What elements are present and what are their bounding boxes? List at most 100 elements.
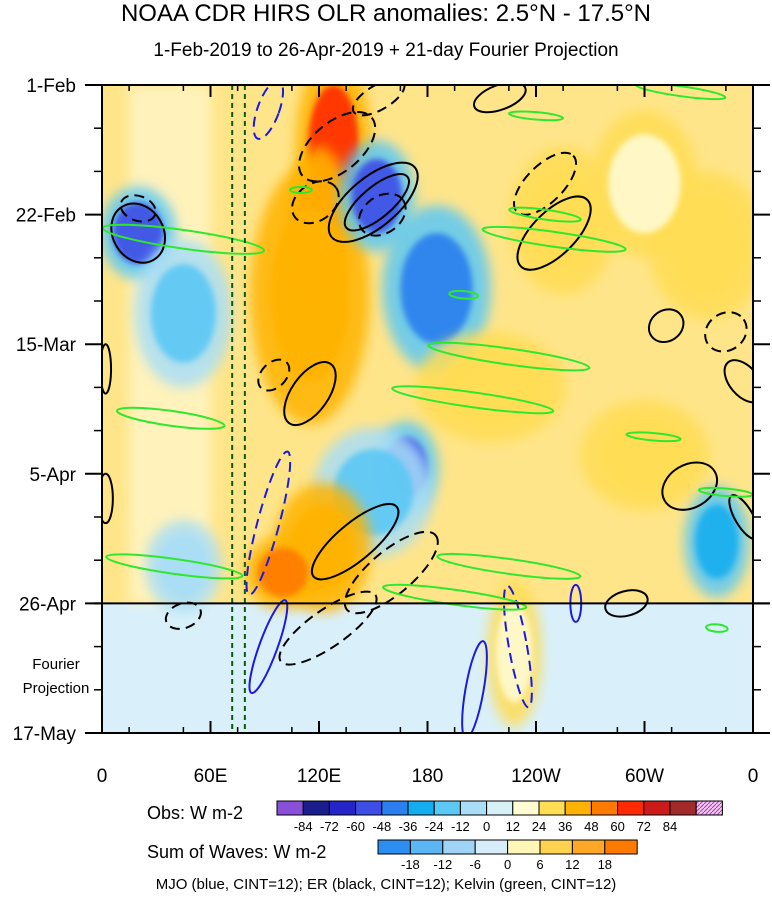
y-tick-label: 26-Apr (19, 594, 77, 615)
er-contour (357, 192, 407, 237)
colorbar-tick-label: 36 (558, 819, 572, 834)
obs-colorbar: -84 -72 -60 -48 -36 -24 -12 0 12 24 36 48 60 72 84 (276, 800, 723, 834)
colorbar-swatch (433, 800, 461, 816)
colorbar-tick-label: 6 (536, 857, 543, 872)
mjo-contour (461, 640, 488, 733)
anomaly-core (695, 504, 739, 579)
colorbar-swatch (604, 839, 638, 855)
colorbar-tick-label: 12 (506, 819, 520, 834)
mjo-contour (502, 584, 533, 709)
colorbar-swatch (409, 839, 444, 855)
anomaly-core (496, 603, 533, 703)
kelvin-contour (289, 185, 313, 195)
anomaly-core (150, 263, 216, 363)
er-contour (327, 161, 419, 243)
y-tick-label: 22-Feb (16, 206, 76, 227)
kelvin-contour (105, 553, 244, 580)
waves-colorbar: -18 -12 -6 0 6 12 18 (377, 839, 638, 872)
er-contour (343, 173, 410, 232)
colorbar-swatch (507, 839, 541, 855)
er-contour (102, 472, 114, 525)
colorbar-swatch (377, 839, 411, 855)
projection-label: Fourier (32, 656, 80, 673)
kelvin-contour (705, 623, 729, 633)
colorbar-tick-label: 0 (483, 819, 490, 834)
kelvin-contour (391, 385, 555, 415)
colorbar-tick-label: 0 (504, 857, 511, 872)
anomaly-core (112, 202, 164, 264)
x-tick-label: 0 (748, 766, 759, 787)
colorbar-swatch (590, 800, 619, 816)
mjo-contour (245, 450, 292, 596)
colorbar-tick-label: -18 (401, 857, 420, 872)
kelvin-contour (115, 406, 226, 430)
y-tick-label: 17-May (13, 724, 77, 745)
y-tick-label: 5-Apr (30, 465, 77, 486)
reference-lines (94, 85, 770, 733)
kelvin-contour (481, 225, 627, 253)
er-contour (343, 530, 439, 615)
er-contour (278, 590, 378, 666)
colorbar-swatch (355, 800, 383, 816)
colorbar-tick-label: 60 (610, 819, 624, 834)
colorbar-swatch (695, 800, 723, 816)
colorbar-swatch (328, 800, 357, 816)
er-contour (102, 343, 113, 395)
anomaly-core (400, 233, 473, 345)
colorbar-swatch (617, 800, 645, 816)
colorbar-swatch (459, 800, 488, 816)
er-contour (110, 202, 166, 264)
kelvin-contour (507, 110, 565, 122)
x-tick-label: 120E (297, 766, 341, 787)
colorbar-tick-label: 18 (598, 857, 612, 872)
colorbar-tick-label: 12 (565, 857, 579, 872)
colorbar-swatch (564, 800, 592, 816)
x-tick-label: 120W (511, 766, 561, 787)
colorbar-swatch (571, 839, 606, 855)
colorbar-tick-label: 84 (663, 819, 677, 834)
colorbar-tick-label: 24 (532, 819, 546, 834)
x-tick-label: 180 (412, 766, 444, 787)
colorbar-swatch (486, 800, 514, 816)
kelvin-contour (427, 341, 591, 372)
colorbar-tick-label: 72 (637, 819, 651, 834)
colorbar-tick-label: -12 (433, 857, 452, 872)
mjo-contour (248, 599, 289, 695)
colorbar-swatch (669, 800, 697, 816)
kelvin-contour (625, 431, 682, 443)
er-contour (604, 589, 649, 618)
colorbar-swatch (474, 839, 509, 855)
colorbar-tick-label: -6 (469, 857, 481, 872)
er-contour (723, 359, 753, 404)
colorbar-swatch (512, 800, 540, 816)
colorbar-tick-label: -24 (425, 819, 444, 834)
colorbar-tick-label: -48 (372, 819, 391, 834)
colorbar-swatch (276, 800, 304, 816)
waves-colorbar-label: Sum of Waves: W m-2 (147, 842, 327, 862)
colorbar-swatch (442, 839, 476, 855)
colorbar-tick-label: -60 (346, 819, 365, 834)
er-contour (310, 503, 400, 581)
kelvin-contour (436, 552, 582, 580)
colorbar-tick-label: -36 (399, 819, 418, 834)
colorbar-swatch (539, 839, 573, 855)
obs-colorbar-label: Obs: W m-2 (147, 803, 244, 823)
kelvin-contour (448, 289, 480, 300)
anomaly-core (158, 535, 209, 598)
er-contour (661, 461, 718, 511)
colorbar-swatch (538, 800, 566, 816)
mjo-contour (252, 85, 285, 140)
plot-axes: 0 60E 120E 180 120W 60W 0 1-Feb 22-Feb 15-Mar 5-Ap… (13, 76, 770, 787)
chart-subtitle: 1-Feb-2019 to 26-Apr-2019 + 21-day Fouri… (153, 40, 619, 61)
kelvin-contour (381, 583, 528, 611)
er-contour (647, 308, 685, 344)
anomaly-core (257, 547, 309, 598)
x-tick-label: 60W (625, 766, 664, 787)
x-tick-label: 60E (194, 766, 228, 787)
er-contour (704, 311, 748, 353)
y-tick-label: 1-Feb (26, 76, 76, 97)
colorbar-swatch (643, 800, 671, 816)
colorbar-tick-label: -12 (451, 819, 470, 834)
anomaly-core (601, 418, 688, 493)
x-tick-label: 0 (97, 766, 108, 787)
